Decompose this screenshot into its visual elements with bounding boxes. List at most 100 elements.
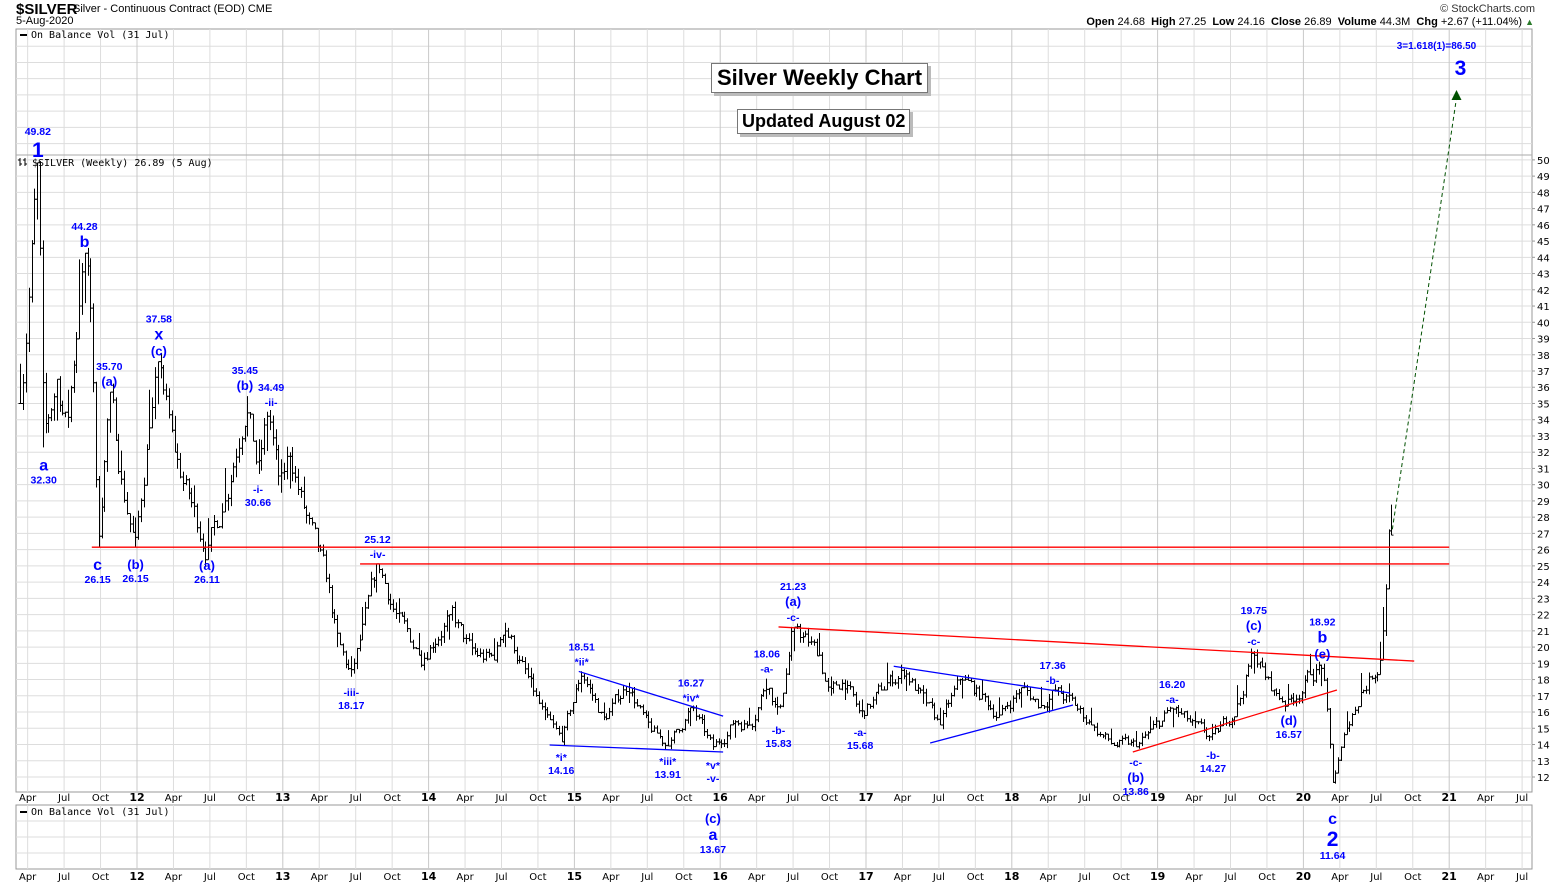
wave-label: -a- <box>760 664 773 676</box>
wave-label: -i- <box>253 484 263 496</box>
wave-label: -a- <box>854 727 867 739</box>
y-tick-label: 38 <box>1537 351 1550 362</box>
wave-label: -c- <box>1247 636 1260 648</box>
wave-label: 19.75 <box>1241 605 1267 617</box>
x-tick-label: Apr <box>1477 793 1495 804</box>
x-tick-label: Jul <box>203 872 216 883</box>
wave-label: 1 <box>32 139 44 162</box>
y-tick-label: 32 <box>1537 448 1550 459</box>
wave-label: *i* <box>556 752 568 764</box>
wave-label: 13.91 <box>655 769 681 781</box>
wave-label: 14.16 <box>548 765 574 777</box>
x-tick-label: Jul <box>786 872 799 883</box>
projection-arrow-icon <box>1451 90 1462 101</box>
x-tick-label: Apr <box>165 872 183 883</box>
x-tick-label: Apr <box>165 793 183 804</box>
x-tick-label: 14 <box>421 791 437 804</box>
x-tick-label: Oct <box>384 872 401 883</box>
wave-label: 26.11 <box>194 574 220 586</box>
wave-label: (b) <box>237 378 254 393</box>
wave-label: 15.83 <box>765 738 791 750</box>
wave-label: -v- <box>706 773 719 785</box>
wave-label: 21.23 <box>780 581 806 593</box>
x-tick-label: Jul <box>57 872 70 883</box>
x-tick-label: Apr <box>456 872 474 883</box>
wave-label: 35.45 <box>232 365 258 377</box>
x-tick-label: Jul <box>1078 872 1091 883</box>
wave-label: 26.15 <box>122 573 148 585</box>
price-legend: $SILVER (Weekly) 26.89 (5 Aug) <box>32 158 213 169</box>
wave-label: 18.51 <box>569 641 595 653</box>
quote-summary: Open 24.68 High 27.25 Low 24.16 Close 26… <box>1086 16 1534 28</box>
open-value: 24.68 <box>1117 16 1146 28</box>
y-tick-label: 28 <box>1537 513 1550 524</box>
y-tick-label: 29 <box>1537 497 1550 508</box>
high-value: 27.25 <box>1178 16 1207 28</box>
x-tick-label: Apr <box>894 793 912 804</box>
wave-label: -a- <box>1166 694 1179 706</box>
x-tick-label: 13 <box>275 870 290 883</box>
x-tick-label: Apr <box>1331 872 1349 883</box>
x-tick-label: Oct <box>675 872 692 883</box>
x-tick-label: Apr <box>311 872 329 883</box>
wave-label: (e) <box>1314 647 1330 662</box>
chg-value: +2.67 (+11.04%) <box>1440 16 1523 28</box>
wave-label: -iii- <box>343 687 359 699</box>
x-tick-label: 16 <box>713 791 729 804</box>
y-tick-label: 36 <box>1537 383 1550 394</box>
x-tick-label: Jul <box>57 793 70 804</box>
wave-label: c <box>1328 811 1337 828</box>
x-tick-label: 12 <box>129 791 144 804</box>
y-tick-label: 44 <box>1537 253 1550 264</box>
wave-label: 13.86 <box>1123 786 1149 798</box>
wave-label: *v* <box>706 760 721 772</box>
wave-label: b <box>80 234 90 251</box>
y-tick-label: 34 <box>1537 416 1550 427</box>
chart-date: 5-Aug-2020 <box>16 15 74 27</box>
wave-label: *iv* <box>683 693 701 705</box>
x-tick-label: Jul <box>640 872 653 883</box>
x-tick-label: Oct <box>1113 872 1130 883</box>
stockcharts-watermark: © StockCharts.com <box>1440 3 1535 15</box>
wave-label: -b- <box>1046 675 1060 687</box>
y-tick-label: 13 <box>1537 757 1550 768</box>
x-tick-label: Oct <box>238 872 255 883</box>
y-tick-label: 41 <box>1537 302 1550 313</box>
x-tick-label: Apr <box>19 793 37 804</box>
x-tick-label: Apr <box>1477 872 1495 883</box>
wave-label: 13.67 <box>700 844 726 856</box>
x-tick-label: 21 <box>1442 791 1457 804</box>
wave-label: -c- <box>1129 757 1142 769</box>
x-tick-label: 17 <box>858 791 873 804</box>
x-tick-label: Jul <box>640 793 653 804</box>
wave-label: *ii* <box>575 656 590 668</box>
x-tick-label: 19 <box>1150 791 1165 804</box>
close-label: Close <box>1271 16 1302 28</box>
y-tick-label: 17 <box>1537 692 1550 703</box>
x-tick-label: Jul <box>1515 872 1528 883</box>
wave-label: 11.64 <box>1320 850 1346 862</box>
wave-label: (b) <box>127 557 144 572</box>
y-tick-label: 24 <box>1537 578 1550 589</box>
y-tick-label: 14 <box>1537 741 1550 752</box>
volume-label: Volume <box>1337 16 1377 28</box>
x-tick-label: Oct <box>967 872 984 883</box>
wave-label: a <box>39 457 48 474</box>
y-tick-label: 27 <box>1537 529 1550 540</box>
x-tick-label: 15 <box>567 870 582 883</box>
x-tick-label: Jul <box>1369 872 1382 883</box>
y-tick-label: 15 <box>1537 724 1550 735</box>
x-tick-label: Apr <box>602 793 620 804</box>
wave-label: 34.49 <box>258 382 284 394</box>
wave-label: a <box>708 827 717 844</box>
chart-title: Silver Weekly Chart <box>711 63 929 93</box>
low-label: Low <box>1212 16 1235 28</box>
wave-label: c <box>93 557 102 574</box>
x-tick-label: Oct <box>1404 793 1421 804</box>
low-value: 24.16 <box>1237 16 1265 28</box>
x-tick-label: Oct <box>1404 872 1421 883</box>
wave-label: 26.15 <box>84 574 110 586</box>
y-tick-label: 33 <box>1537 432 1550 443</box>
y-tick-label: 45 <box>1537 237 1550 248</box>
